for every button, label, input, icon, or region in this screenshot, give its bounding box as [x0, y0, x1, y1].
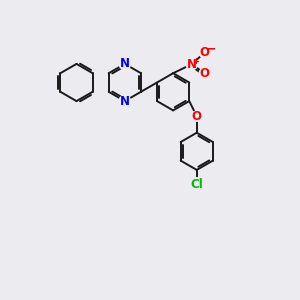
- Text: O: O: [199, 67, 209, 80]
- Text: N: N: [187, 58, 197, 71]
- Text: −: −: [206, 43, 217, 56]
- Circle shape: [119, 58, 130, 70]
- Text: Cl: Cl: [190, 178, 203, 191]
- Circle shape: [192, 111, 202, 121]
- Circle shape: [119, 95, 130, 107]
- Circle shape: [199, 48, 209, 58]
- Text: +: +: [192, 57, 200, 66]
- Text: O: O: [192, 110, 202, 123]
- Circle shape: [190, 178, 203, 191]
- Text: O: O: [199, 46, 209, 59]
- Text: N: N: [120, 94, 130, 108]
- Circle shape: [199, 68, 209, 78]
- Circle shape: [186, 58, 197, 70]
- Text: N: N: [120, 57, 130, 70]
